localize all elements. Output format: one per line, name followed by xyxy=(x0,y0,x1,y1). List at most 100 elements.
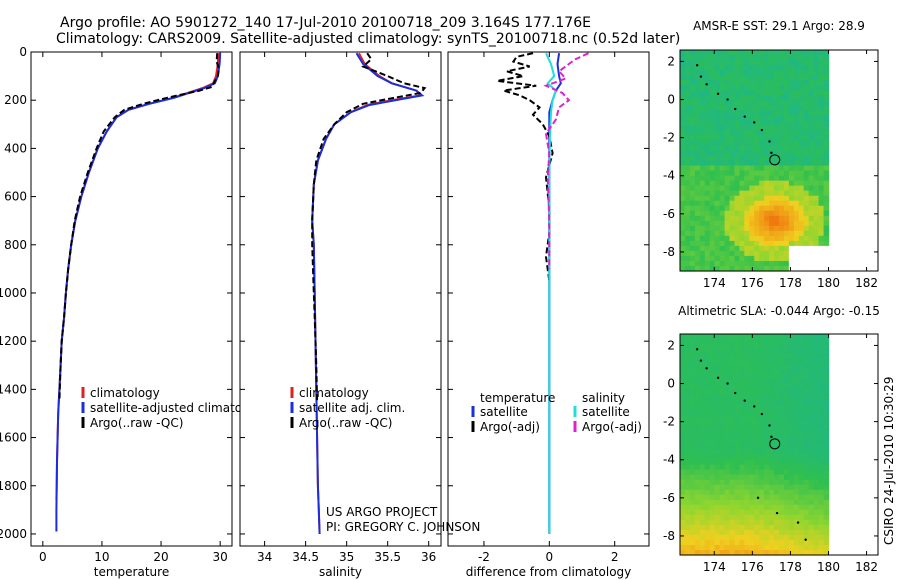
sla-map-cell xyxy=(769,474,775,481)
sst-map-cell xyxy=(759,235,765,242)
sst-map-cell xyxy=(714,105,721,111)
sst-map-cell xyxy=(813,215,820,222)
sla-map-cell xyxy=(714,414,721,420)
sla-map-cell xyxy=(709,359,716,365)
sla-map-cell xyxy=(680,459,686,466)
sla-map-cell xyxy=(823,384,830,390)
sla-map-cell xyxy=(793,464,800,471)
sla-map-cell xyxy=(808,359,815,365)
sst-map-cell xyxy=(798,200,805,207)
sla-map-cell xyxy=(724,449,731,456)
sla-map-cell xyxy=(764,449,770,456)
sst-map-cell xyxy=(724,100,731,106)
sst-map-cell xyxy=(774,185,780,192)
sla-map-cell xyxy=(709,344,716,350)
sst-map-cell xyxy=(724,175,731,182)
sst-map-cell xyxy=(808,180,815,187)
sst-map-cell xyxy=(774,255,780,262)
sla-map-cell xyxy=(729,499,736,506)
sla-map-cell xyxy=(808,509,815,516)
sst-map-cell xyxy=(818,261,825,267)
sst-map-cell xyxy=(749,250,755,257)
sla-map-cell xyxy=(689,359,696,365)
sst-xtick-label: 182 xyxy=(855,276,878,290)
sst-map-cell xyxy=(724,125,731,131)
sst-map-cell xyxy=(749,95,755,101)
sst-map-cell xyxy=(689,135,696,141)
sst-map-cell xyxy=(744,145,750,151)
sla-map-cell xyxy=(734,399,741,405)
sst-map-cell xyxy=(739,235,745,242)
sla-map-cell xyxy=(788,509,795,516)
sst-map-cell xyxy=(704,110,711,116)
sst-map-cell xyxy=(689,220,696,227)
sla-map-cell xyxy=(788,545,795,551)
sst-map-cell xyxy=(724,210,731,217)
sst-map-cell xyxy=(699,125,706,131)
sla-map-cell xyxy=(714,519,721,526)
sst-map-cell xyxy=(769,135,775,141)
temperature-xtick-label: 30 xyxy=(213,550,228,564)
sla-map-cell xyxy=(709,404,716,410)
sst-map-cell xyxy=(689,250,696,257)
sst-map-cell xyxy=(749,60,755,66)
sst-map-cell xyxy=(759,85,765,91)
sst-map-cell xyxy=(803,266,810,272)
sla-map-cell xyxy=(739,545,745,551)
sst-map-cell xyxy=(793,115,800,121)
sla-map-cell xyxy=(793,484,800,491)
sst-map-cell xyxy=(694,135,701,141)
sst-map-cell xyxy=(714,50,721,56)
sla-map-cell xyxy=(818,484,825,491)
sla-map-cell xyxy=(823,354,830,360)
sst-map-cell xyxy=(754,190,760,197)
sla-map-cell xyxy=(724,424,731,430)
diff-legend-right-label: satellite xyxy=(582,405,630,419)
sla-map-cell xyxy=(714,359,721,365)
sst-map-cell xyxy=(684,110,691,116)
sst-map-cell xyxy=(823,245,830,252)
sst-map-cell xyxy=(808,60,815,66)
sla-map-cell xyxy=(813,374,820,380)
sst-map-cell xyxy=(744,250,750,257)
sla-map-cell xyxy=(729,534,736,541)
sla-map-cell xyxy=(699,334,706,340)
sst-map-cell xyxy=(788,70,795,76)
sla-map-cell xyxy=(704,469,711,476)
sla-map-cell xyxy=(779,529,785,536)
sla-map-cell xyxy=(779,334,785,340)
sla-map-cell xyxy=(724,469,731,476)
sla-map-cell xyxy=(754,545,760,551)
sla-map-cell xyxy=(813,494,820,501)
sst-map-cell xyxy=(764,245,770,252)
sla-map-cell xyxy=(803,429,810,435)
sst-map-cell xyxy=(699,115,706,121)
sst-map-cell xyxy=(729,70,736,76)
sst-map-cell xyxy=(739,250,745,257)
sla-map-cell xyxy=(719,550,726,556)
sst-map-cell xyxy=(813,205,820,212)
salinity-axes-frame xyxy=(239,51,442,547)
sla-map-cell xyxy=(744,354,750,360)
sst-map-cell xyxy=(749,205,755,212)
sla-map-cell xyxy=(689,439,696,446)
sst-map-cell xyxy=(709,60,716,66)
sst-map-cell xyxy=(734,200,741,207)
sst-map-cell xyxy=(769,85,775,91)
sst-map-cell xyxy=(808,70,815,76)
sla-map-cell xyxy=(734,379,741,385)
sst-map-cell xyxy=(793,250,800,257)
sst-map-cell xyxy=(749,210,755,217)
sst-map-cell xyxy=(808,75,815,81)
sst-map-cell xyxy=(813,160,820,167)
sst-map-cell xyxy=(744,220,750,227)
sla-map-cell xyxy=(704,519,711,526)
sst-map-cell xyxy=(729,215,736,222)
sst-map-cell xyxy=(744,205,750,212)
sla-map-cell xyxy=(779,539,785,546)
sla-map-cell xyxy=(704,429,711,435)
sla-map-cell xyxy=(774,464,780,471)
sst-map-cell xyxy=(699,60,706,66)
sst-map-cell xyxy=(729,85,736,91)
sst-map-cell xyxy=(779,70,785,76)
